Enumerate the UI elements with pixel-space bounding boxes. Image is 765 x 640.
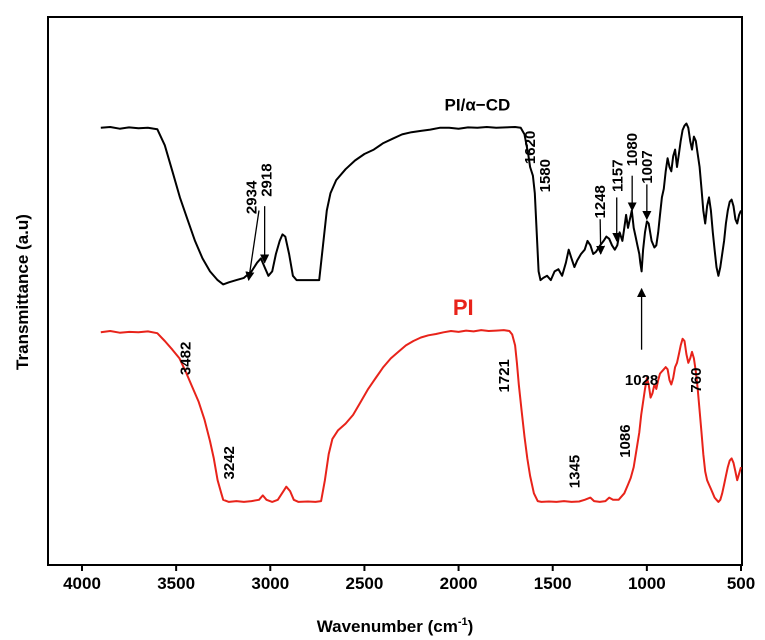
peak-arrow-2934 xyxy=(245,210,260,282)
peak-label-3242: 3242 xyxy=(221,446,238,479)
x-axis-ticks: 4000 3500 3000 2500 2000 1500 1000 500 xyxy=(63,565,755,593)
peak-label-1080: 1080 xyxy=(624,133,641,166)
peak-label-1028: 1028 xyxy=(625,372,658,389)
x-axis-title-main: Wavenumber (cm xyxy=(317,617,458,636)
series-line-pi-alpha-cd xyxy=(100,122,742,286)
peak-label-1007: 1007 xyxy=(639,150,656,183)
series-line-pi xyxy=(100,329,742,503)
x-axis-title-superscript: -1 xyxy=(458,616,468,628)
peak-label-1580: 1580 xyxy=(537,159,554,192)
series-layer xyxy=(100,122,742,503)
x-axis-title-close: ) xyxy=(468,617,474,636)
peak-label-1086: 1086 xyxy=(617,424,634,457)
x-tick-label: 2500 xyxy=(346,574,384,593)
plot-frame xyxy=(47,16,743,566)
peak-label-760: 760 xyxy=(688,368,705,393)
peak-label-2934: 2934 xyxy=(244,180,261,214)
peak-label-2918: 2918 xyxy=(259,163,276,196)
peak-label-1620: 1620 xyxy=(522,131,539,164)
x-tick-label: 3500 xyxy=(157,574,195,593)
y-axis-title: Transmittance (a.u) xyxy=(13,214,32,370)
x-tick-label: 4000 xyxy=(63,574,101,593)
x-tick-label: 2000 xyxy=(440,574,478,593)
peak-label-3482: 3482 xyxy=(178,342,195,375)
x-tick-label: 1500 xyxy=(534,574,572,593)
x-axis-title: Wavenumber (cm-1) xyxy=(317,616,474,636)
x-tick-label: 3000 xyxy=(251,574,289,593)
peak-arrow-1248 xyxy=(596,219,606,255)
x-tick-label: 1000 xyxy=(628,574,666,593)
x-tick-label: 500 xyxy=(727,574,755,593)
peak-label-1345: 1345 xyxy=(566,455,583,488)
series-label-pi-alpha-cd: PI/α−CD xyxy=(445,95,511,114)
peak-label-1721: 1721 xyxy=(496,359,513,392)
series-label-pi: PI xyxy=(453,295,474,320)
peak-label-1157: 1157 xyxy=(609,159,626,192)
peak-label-1248: 1248 xyxy=(592,185,609,218)
